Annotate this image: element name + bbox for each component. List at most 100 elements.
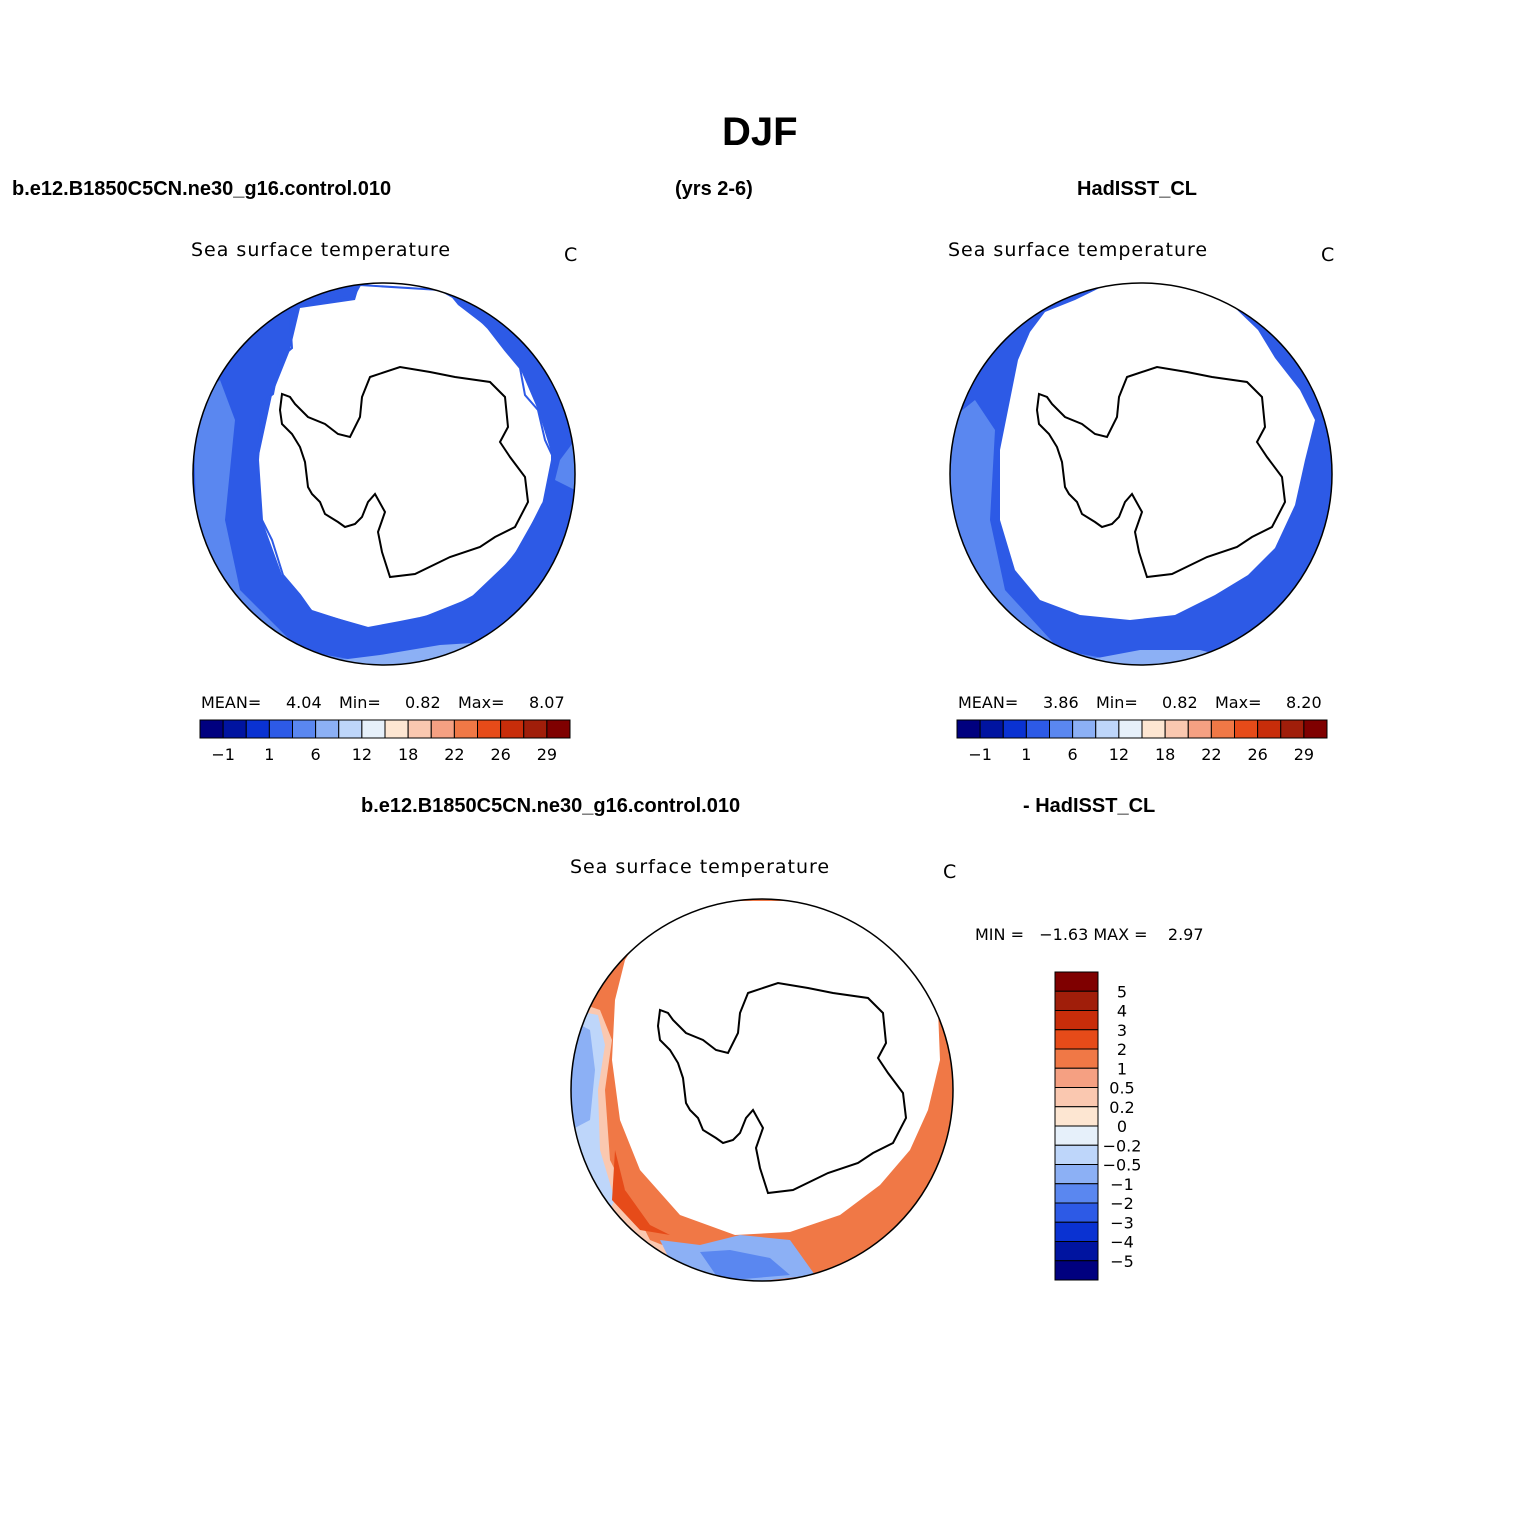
diff-colorbar-tick-label: −4 xyxy=(1110,1233,1134,1252)
diff-colorbar-swatch xyxy=(1054,1029,1099,1050)
diff-colorbar-swatch xyxy=(1054,1106,1099,1127)
model-colorbar-tick-label: 1 xyxy=(264,745,274,764)
diff-obs-name-header: - HadISST_CL xyxy=(1023,795,1156,817)
model-colorbar-swatch xyxy=(199,719,224,739)
model-mean-value: 4.04 xyxy=(286,693,322,712)
model-colorbar-tick-label: 22 xyxy=(444,745,464,764)
obs-colorbar-swatch xyxy=(1025,719,1050,739)
obs-colorbar-swatch xyxy=(1049,719,1074,739)
obs-colorbar-swatch xyxy=(1280,719,1305,739)
model-colorbar-swatch xyxy=(407,719,432,739)
obs-max-value: 8.20 xyxy=(1286,693,1322,712)
diff-colorbar-swatch xyxy=(1054,1221,1099,1242)
diff-colorbar-tick-label: 0.5 xyxy=(1109,1079,1134,1098)
diff-case-name-header: b.e12.B1850C5CN.ne30_g16.control.010 xyxy=(361,795,741,817)
obs-colorbar-tick-label: 18 xyxy=(1155,745,1175,764)
model-colorbar-swatch xyxy=(523,719,548,739)
obs-colorbar-swatch xyxy=(979,719,1004,739)
model-colorbar-tick-label: 18 xyxy=(398,745,418,764)
model-colorbar-swatch xyxy=(500,719,525,739)
diff-colorbar-swatch xyxy=(1054,1241,1099,1262)
diff-colorbar-swatch xyxy=(1054,1087,1099,1108)
diff-colorbar-swatch xyxy=(1054,1183,1099,1204)
obs-min-label: Min= xyxy=(1096,693,1138,712)
diff-colorbar-swatch xyxy=(1054,1164,1099,1185)
diff-colorbar-swatch xyxy=(1054,1202,1099,1223)
diff-colorbar-swatch xyxy=(1054,990,1099,1011)
model-colorbar-swatch xyxy=(315,719,340,739)
model-panel-title: Sea surface temperature xyxy=(191,239,452,261)
diff-colorbar-tick-label: −5 xyxy=(1110,1252,1134,1271)
obs-mean-value: 3.86 xyxy=(1043,693,1079,712)
page-title: DJF xyxy=(722,110,798,154)
diff-colorbar-tick-label: −2 xyxy=(1110,1194,1134,1213)
model-colorbar-swatch xyxy=(546,719,571,739)
obs-colorbar-tick-label: 22 xyxy=(1201,745,1221,764)
obs-colorbar-swatch xyxy=(1257,719,1282,739)
model-max-value: 8.07 xyxy=(529,693,565,712)
diff-colorbar-tick-label: −0.5 xyxy=(1103,1156,1142,1175)
diff-colorbar-tick-label: 2 xyxy=(1117,1040,1127,1059)
obs-colorbar-tick-label: 1 xyxy=(1021,745,1031,764)
obs-mean-label: MEAN= xyxy=(958,693,1019,712)
obs-colorbar-swatch xyxy=(1118,719,1143,739)
model-map xyxy=(192,282,576,666)
obs-panel-unit: C xyxy=(1321,244,1335,266)
model-max-label: Max= xyxy=(458,693,505,712)
model-panel-unit: C xyxy=(564,244,578,266)
diff-colorbar-swatch xyxy=(1054,1125,1099,1146)
obs-name-header: HadISST_CL xyxy=(1077,178,1198,200)
model-colorbar-swatch xyxy=(384,719,409,739)
model-colorbar-swatch xyxy=(477,719,502,739)
diff-colorbar-tick-label: 5 xyxy=(1117,982,1127,1001)
diff-colorbar-swatch xyxy=(1054,1144,1099,1165)
model-colorbar-tick-label: 12 xyxy=(352,745,372,764)
obs-map xyxy=(949,282,1333,666)
diff-colorbar-swatch xyxy=(1054,1010,1099,1031)
obs-min-value: 0.82 xyxy=(1162,693,1198,712)
obs-colorbar-tick-label: 6 xyxy=(1068,745,1078,764)
diff-colorbar-swatch xyxy=(1054,971,1099,992)
model-colorbar-swatch xyxy=(430,719,455,739)
model-colorbar-swatch xyxy=(361,719,386,739)
obs-colorbar-swatch xyxy=(1210,719,1235,739)
case-name-header: b.e12.B1850C5CN.ne30_g16.control.010 xyxy=(12,178,392,200)
model-colorbar-tick-label: 6 xyxy=(311,745,321,764)
diff-panel-unit: C xyxy=(943,861,957,883)
diff-minmax-text: MIN = −1.63 MAX = 2.97 xyxy=(975,925,1204,944)
model-colorbar-swatch xyxy=(268,719,293,739)
model-colorbar-tick-label: −1 xyxy=(211,745,235,764)
diff-colorbar-tick-label: 0.2 xyxy=(1109,1098,1134,1117)
model-colorbar-tick-label: 29 xyxy=(537,745,557,764)
obs-max-label: Max= xyxy=(1215,693,1262,712)
diff-panel-title: Sea surface temperature xyxy=(570,856,831,878)
diff-colorbar-swatch xyxy=(1054,1260,1099,1281)
obs-colorbar-tick-label: 29 xyxy=(1294,745,1314,764)
model-colorbar-swatch xyxy=(292,719,317,739)
obs-colorbar-swatch xyxy=(1002,719,1027,739)
obs-colorbar: −1 1 6 12 18 22 26 29 xyxy=(956,719,1328,764)
obs-colorbar-swatch xyxy=(1141,719,1166,739)
model-colorbar-tick-label: 26 xyxy=(490,745,510,764)
obs-colorbar-swatch xyxy=(956,719,981,739)
obs-colorbar-tick-label: −1 xyxy=(968,745,992,764)
model-min-label: Min= xyxy=(339,693,381,712)
obs-colorbar-swatch xyxy=(1095,719,1120,739)
diff-colorbar-tick-label: 1 xyxy=(1117,1059,1127,1078)
obs-colorbar-tick-label: 12 xyxy=(1109,745,1129,764)
diff-colorbar-tick-label: −0.2 xyxy=(1103,1136,1142,1155)
model-mean-label: MEAN= xyxy=(201,693,262,712)
obs-colorbar-swatch xyxy=(1072,719,1097,739)
model-colorbar-swatch xyxy=(453,719,478,739)
diff-colorbar-swatch xyxy=(1054,1067,1099,1088)
model-min-value: 0.82 xyxy=(405,693,441,712)
diff-map xyxy=(570,898,954,1282)
model-colorbar-swatch xyxy=(222,719,247,739)
obs-colorbar-tick-label: 26 xyxy=(1247,745,1267,764)
model-colorbar: −1 1 6 12 18 22 26 29 xyxy=(199,719,571,764)
obs-panel-title: Sea surface temperature xyxy=(948,239,1209,261)
obs-colorbar-swatch xyxy=(1164,719,1189,739)
diff-colorbar-swatch xyxy=(1054,1048,1099,1069)
